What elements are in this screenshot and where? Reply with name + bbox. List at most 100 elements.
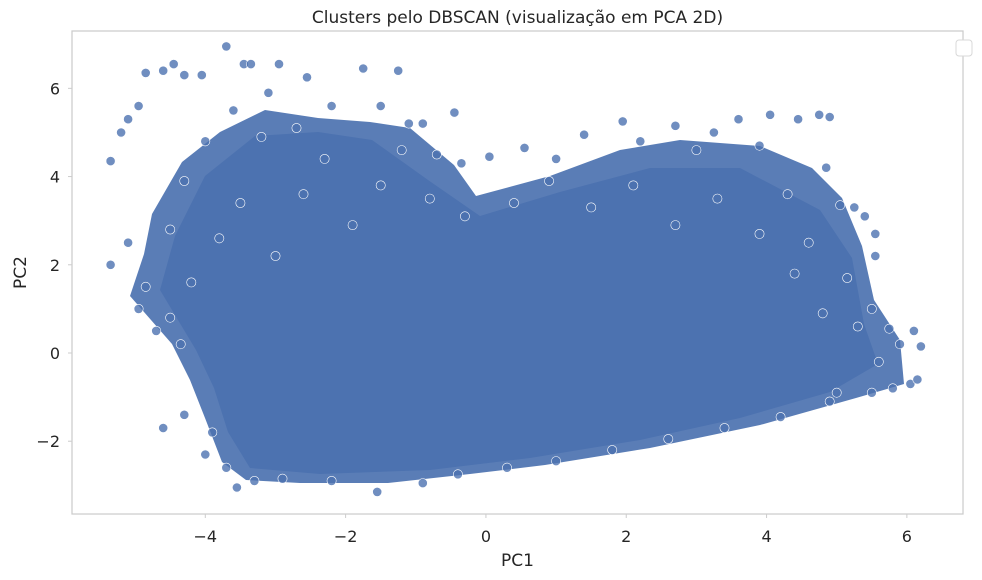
x-tick-label: 0 <box>481 527 491 546</box>
legend-box <box>955 39 973 57</box>
scatter-point <box>158 65 169 76</box>
scatter-point <box>754 140 765 151</box>
scatter-point <box>140 281 151 292</box>
scatter-point <box>231 482 242 493</box>
scatter-point <box>214 233 225 244</box>
scatter-point <box>347 220 358 230</box>
scatter-point <box>319 153 330 164</box>
scatter-points <box>105 41 926 497</box>
scatter-point <box>165 312 176 323</box>
scatter-point <box>821 162 832 173</box>
scatter-point <box>228 105 239 116</box>
y-tick-label: 0 <box>50 344 60 363</box>
y-tick-label: 4 <box>50 168 60 187</box>
scatter-point <box>824 396 835 407</box>
scatter-point <box>403 118 414 129</box>
scatter-point <box>424 193 435 204</box>
scatter-point <box>912 374 923 385</box>
scatter-point <box>200 136 211 147</box>
scatter-point <box>765 109 775 120</box>
scatter-point <box>245 59 256 69</box>
scatter-point <box>849 202 860 213</box>
y-tick-label: 2 <box>50 256 60 275</box>
scatter-point <box>754 228 765 239</box>
scatter-point <box>179 70 190 80</box>
scatter-point <box>607 445 618 455</box>
y-tick-label: −2 <box>36 432 60 451</box>
scatter-point <box>179 176 190 186</box>
scatter-point <box>866 387 877 398</box>
scatter-point <box>396 145 407 155</box>
scatter-point <box>459 211 470 222</box>
x-tick-label: 2 <box>621 527 631 546</box>
scatter-point <box>133 303 144 314</box>
scatter-point <box>186 277 197 288</box>
scatter-point <box>617 116 628 127</box>
x-tick-label: 4 <box>761 527 771 546</box>
scatter-point <box>417 118 428 129</box>
scatter-point <box>140 68 151 78</box>
scatter-point <box>628 180 639 191</box>
scatter-point <box>221 41 232 52</box>
scatter-point <box>393 65 404 76</box>
scatter-point <box>884 323 895 334</box>
scatter-point <box>179 409 190 420</box>
scatter-point <box>670 220 681 230</box>
scatter-point <box>509 198 519 208</box>
scatter-point <box>502 462 512 473</box>
scatter-point <box>709 127 719 138</box>
scatter-point <box>326 101 337 111</box>
scatter-point <box>691 145 702 155</box>
scatter-point <box>909 325 919 336</box>
scatter-point <box>133 101 144 111</box>
scatter-point <box>235 198 246 208</box>
scatter-point <box>670 120 681 131</box>
scatter-point <box>586 202 597 213</box>
scatter-point <box>277 473 288 484</box>
scatter-point <box>870 251 881 261</box>
scatter-point <box>123 237 134 248</box>
scatter-point <box>712 193 723 204</box>
x-tick-label: −4 <box>194 527 218 546</box>
scatter-point <box>456 158 467 169</box>
scatter-point <box>519 142 530 153</box>
x-tick-label: −2 <box>334 527 358 546</box>
scatter-point <box>579 129 589 140</box>
scatter-point <box>221 462 232 473</box>
cluster-body-core <box>160 132 878 474</box>
scatter-point <box>165 224 176 235</box>
scatter-point <box>887 383 898 394</box>
scatter-point <box>484 151 495 162</box>
y-axis-label: PC2 <box>11 256 31 289</box>
scatter-point <box>842 273 853 283</box>
scatter-point <box>358 63 369 74</box>
scatter-point <box>123 114 134 125</box>
scatter-point <box>831 387 842 398</box>
scatter-point <box>291 123 302 133</box>
scatter-point <box>270 251 281 261</box>
scatter-point <box>635 136 646 147</box>
scatter-point <box>719 423 730 433</box>
scatter-point <box>733 114 744 125</box>
scatter-point <box>431 149 442 160</box>
scatter-point <box>263 87 274 98</box>
x-axis-label: PC1 <box>501 551 534 571</box>
point-cloud <box>130 110 904 483</box>
plot-frame <box>71 30 964 515</box>
scatter-point <box>249 475 260 486</box>
scatter-point <box>196 70 207 80</box>
scatter-point <box>870 228 881 239</box>
scatter-point <box>274 59 284 69</box>
scatter-point <box>298 189 309 200</box>
scatter-point <box>905 378 916 389</box>
scatter-point <box>803 237 814 248</box>
scatter-point <box>151 325 162 336</box>
y-axis-ticks: −2 0 2 4 6 <box>36 79 72 451</box>
scatter-point <box>417 478 428 488</box>
scatter-point <box>859 211 870 222</box>
scatter-point <box>256 131 267 142</box>
scatter-point <box>175 339 186 350</box>
y-tick-label: 6 <box>50 79 60 98</box>
scatter-point <box>375 101 386 111</box>
